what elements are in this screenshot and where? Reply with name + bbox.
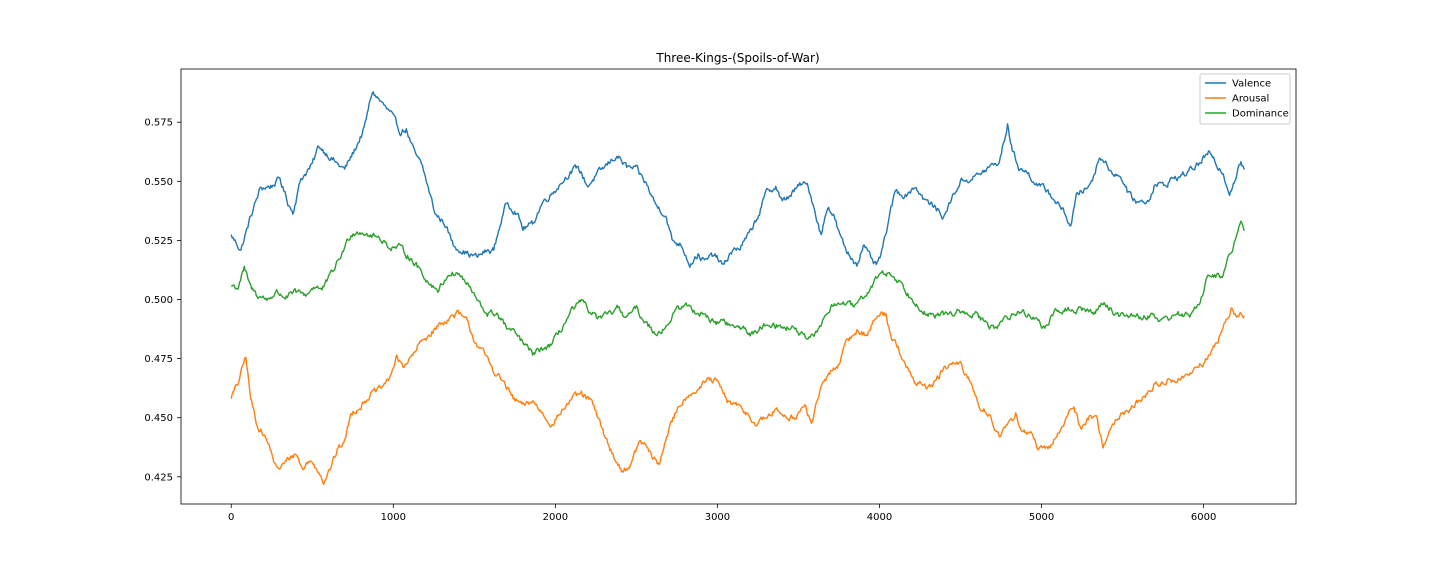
x-tick-label: 5000 [1029,512,1054,523]
series-line-dominance [230,220,1245,356]
axes [180,68,1297,505]
x-tick-label: 1000 [381,512,406,523]
legend: Valence Arousal Dominance [1199,73,1291,125]
legend-label-valence: Valence [1232,79,1271,90]
y-tick-label: 0.425 [144,472,173,483]
legend-label-arousal: Arousal [1232,94,1269,105]
x-axis-ticks: 0 1000 2000 3000 4000 5000 6000 [228,504,1216,523]
x-tick-label: 3000 [705,512,730,523]
y-tick-label: 0.525 [144,236,173,247]
plot-frame [180,68,1297,505]
y-tick-label: 0.550 [144,177,173,188]
y-tick-label: 0.475 [144,354,173,365]
legend-frame [1199,73,1291,125]
legend-label-dominance: Dominance [1232,109,1289,120]
y-tick-label: 0.450 [144,413,173,424]
y-tick-label: 0.575 [144,118,173,129]
series-line-arousal [230,307,1245,486]
x-tick-label: 6000 [1191,512,1216,523]
x-tick-label: 2000 [543,512,568,523]
x-tick-label: 0 [228,512,234,523]
y-tick-label: 0.500 [144,295,173,306]
series-line-valence [230,91,1245,269]
x-tick-label: 4000 [867,512,892,523]
chart-title: Three-Kings-(Spoils-of-War) [655,51,819,65]
y-axis-ticks: 0.425 0.450 0.475 0.500 0.525 0.550 0.575 [144,118,181,483]
series-lines [230,91,1245,486]
